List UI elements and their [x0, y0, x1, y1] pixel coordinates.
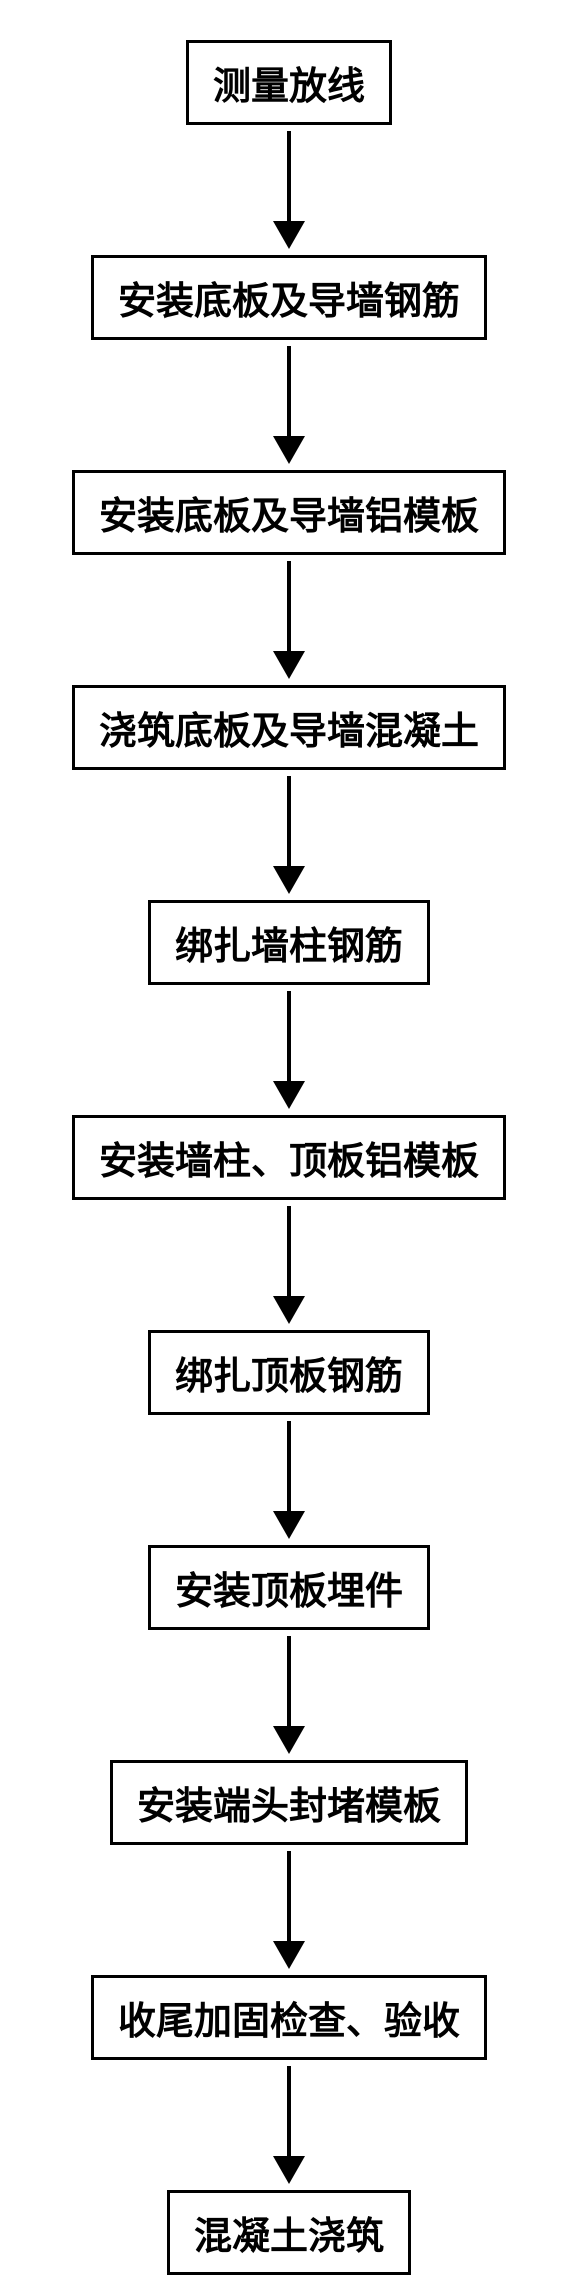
flowchart-node: 安装墙柱、顶板铝模板: [72, 1115, 506, 1200]
arrow-line: [287, 1206, 291, 1296]
arrow-line: [287, 131, 291, 221]
flowchart-arrow: [273, 985, 305, 1115]
arrow-head-icon: [273, 436, 305, 464]
flowchart-arrow: [273, 1415, 305, 1545]
node-label: 绑扎顶板钢筋: [175, 1345, 403, 1400]
flowchart-arrow: [273, 340, 305, 470]
flowchart-node: 安装底板及导墙铝模板: [72, 470, 506, 555]
arrow-head-icon: [273, 1941, 305, 1969]
arrow-line: [287, 346, 291, 436]
flowchart-node: 绑扎墙柱钢筋: [148, 900, 430, 985]
arrow-head-icon: [273, 221, 305, 249]
node-label: 浇筑底板及导墙混凝土: [99, 700, 479, 755]
arrow-line: [287, 561, 291, 651]
arrow-head-icon: [273, 1081, 305, 1109]
arrow-head-icon: [273, 1726, 305, 1754]
flowchart-node: 安装顶板埋件: [148, 1545, 430, 1630]
flowchart-node: 安装底板及导墙钢筋: [91, 255, 487, 340]
arrow-line: [287, 1636, 291, 1726]
flowchart-arrow: [273, 125, 305, 255]
node-label: 混凝土浇筑: [194, 2205, 384, 2260]
node-label: 安装顶板埋件: [175, 1560, 403, 1615]
arrow-head-icon: [273, 651, 305, 679]
arrow-line: [287, 2066, 291, 2156]
node-label: 安装端头封堵模板: [137, 1775, 441, 1830]
flowchart-arrow: [273, 2060, 305, 2190]
arrow-line: [287, 1851, 291, 1941]
flowchart-node: 绑扎顶板钢筋: [148, 1330, 430, 1415]
arrow-head-icon: [273, 2156, 305, 2184]
node-label: 安装底板及导墙钢筋: [118, 270, 460, 325]
flowchart-arrow: [273, 1200, 305, 1330]
flowchart-arrow: [273, 770, 305, 900]
arrow-head-icon: [273, 866, 305, 894]
flowchart-node: 混凝土浇筑: [167, 2190, 411, 2275]
node-label: 绑扎墙柱钢筋: [175, 915, 403, 970]
flowchart-container: 测量放线 安装底板及导墙钢筋 安装底板及导墙铝模板 浇筑底板及导墙混凝土 绑扎墙…: [0, 0, 578, 2275]
flowchart-node: 浇筑底板及导墙混凝土: [72, 685, 506, 770]
node-label: 安装底板及导墙铝模板: [99, 485, 479, 540]
arrow-head-icon: [273, 1511, 305, 1539]
node-label: 安装墙柱、顶板铝模板: [99, 1130, 479, 1185]
flowchart-node: 安装端头封堵模板: [110, 1760, 468, 1845]
node-label: 收尾加固检查、验收: [118, 1990, 460, 2045]
node-label: 测量放线: [213, 55, 365, 110]
flowchart-arrow: [273, 1845, 305, 1975]
flowchart-arrow: [273, 1630, 305, 1760]
flowchart-node: 测量放线: [186, 40, 392, 125]
arrow-head-icon: [273, 1296, 305, 1324]
flowchart-arrow: [273, 555, 305, 685]
arrow-line: [287, 991, 291, 1081]
arrow-line: [287, 1421, 291, 1511]
arrow-line: [287, 776, 291, 866]
flowchart-node: 收尾加固检查、验收: [91, 1975, 487, 2060]
